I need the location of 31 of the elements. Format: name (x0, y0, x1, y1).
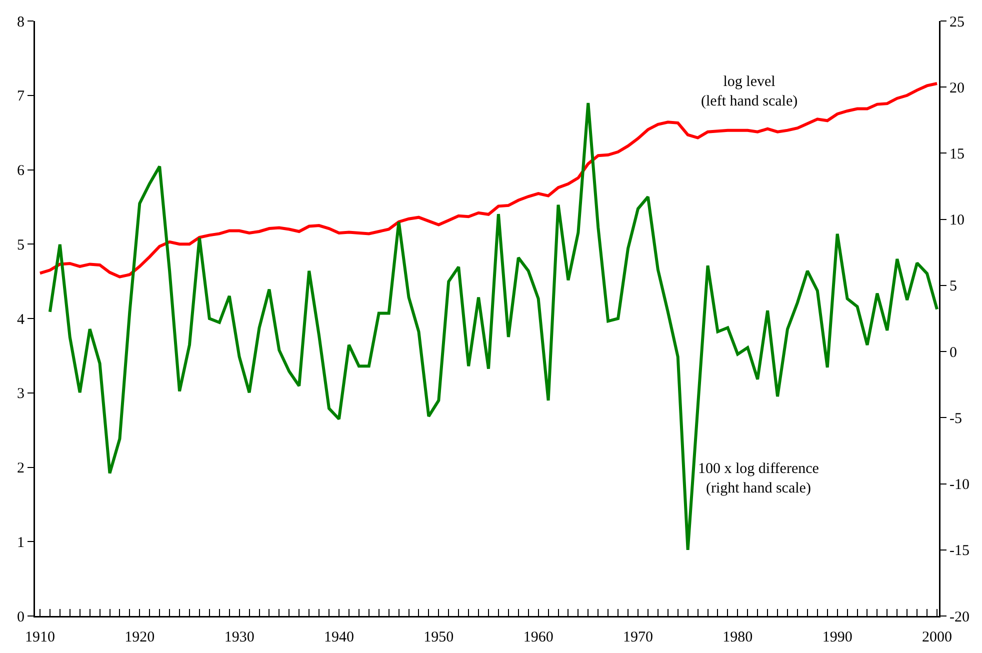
y2-tick-label: 25 (950, 14, 964, 30)
x-tick-label: 2000 (922, 630, 952, 646)
y2-tick-label: -5 (950, 410, 962, 427)
x-tick-label: 1940 (324, 630, 354, 646)
annotation: 100 x log difference (right hand scale) (698, 461, 820, 496)
x-tick-label: 1970 (623, 630, 653, 646)
x-tick-label: 1960 (523, 630, 554, 646)
y-tick-label: 2 (17, 460, 24, 476)
x-tick-label: 1930 (224, 630, 254, 646)
y-tick-label: 3 (17, 386, 24, 402)
y2-tick-label: -20 (950, 609, 970, 626)
y-tick-label: 6 (17, 163, 25, 179)
y2-tick-label: 10 (950, 212, 964, 229)
annotation: log level (left hand scale) (701, 74, 798, 110)
x-tick-label: 1920 (124, 630, 155, 646)
y2-tick-label: 0 (950, 344, 957, 361)
x-tick-label: 1910 (24, 630, 55, 646)
y2-tick-label: 15 (950, 146, 964, 162)
y-tick-label: 8 (17, 14, 24, 30)
y2-tick-label: 5 (950, 278, 957, 295)
x-tick-label: 1950 (424, 630, 454, 646)
y2-tick-label: -10 (950, 477, 970, 494)
y-tick-label: 5 (17, 237, 24, 254)
y-tick-label: 7 (17, 88, 25, 105)
y-tick-label: 1 (17, 534, 24, 551)
y2-tick-label: -15 (950, 543, 970, 560)
y2-tick-label: 20 (950, 80, 964, 96)
y-tick-label: 4 (17, 312, 25, 328)
x-tick-label: 1990 (822, 630, 852, 646)
y-tick-label: 0 (17, 609, 24, 626)
x-tick-label: 1980 (722, 630, 753, 646)
